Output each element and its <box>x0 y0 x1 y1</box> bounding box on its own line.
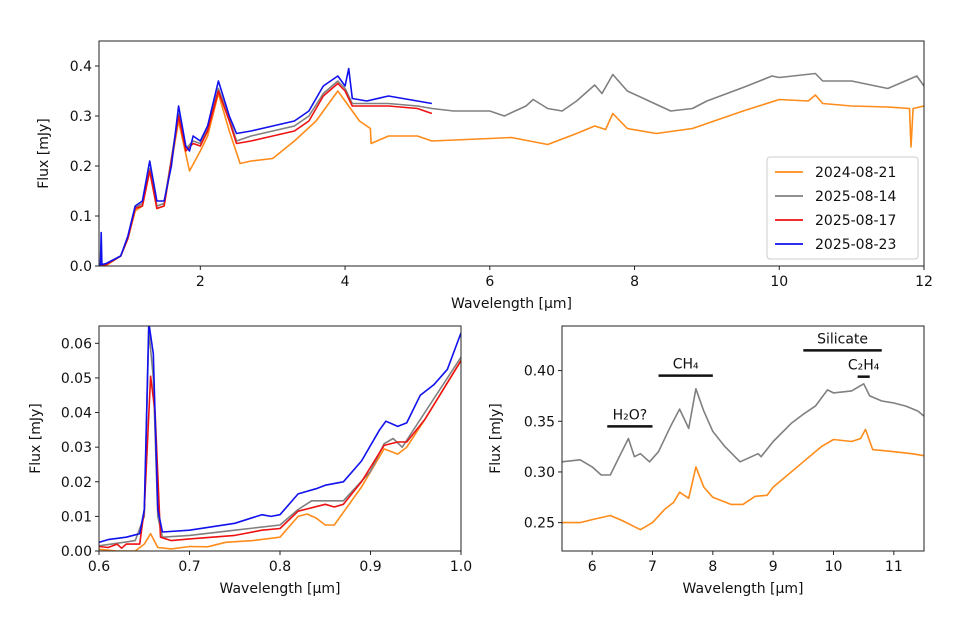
x-tick-label: 1.0 <box>450 559 472 575</box>
series-group <box>562 383 924 531</box>
series-line-2025-08-17 <box>99 82 433 266</box>
y-tick-label: 0.06 <box>61 336 92 352</box>
y-tick-label: 0.00 <box>61 544 92 560</box>
y-tick-label: 0.3 <box>70 109 92 125</box>
x-tick-label: 7 <box>648 559 657 575</box>
axes-frame <box>98 40 925 267</box>
axes-frame <box>561 325 925 552</box>
legend: 2024-08-21 2025-08-14 2025-08-17 2025-08-23 <box>766 156 919 260</box>
y-tick-label: 0.01 <box>61 509 92 525</box>
y-axis-label: Flux [mJy] <box>28 403 44 474</box>
panel-2: 0.6 0.7 0.8 0.9 1.0 0.00 0.01 0.02 0.03 0.04 0.05 0… <box>28 325 472 597</box>
series-line-2025-08-14 <box>562 383 924 476</box>
panel-1: 2 4 6 8 10 12 0.0 0.1 0.2 0.3 0.4 Wavelength [μm] Fl… <box>36 40 933 312</box>
y-tick-label: 0.40 <box>524 364 555 380</box>
series-line-2024-08-21 <box>562 428 924 531</box>
annotation-label: H₂O? <box>613 407 648 423</box>
y-tick-label: 0.2 <box>70 159 92 175</box>
y-axis-label: Flux [mJy] <box>36 118 52 189</box>
series-line-2025-08-23 <box>99 67 433 266</box>
y-tick-label: 0.35 <box>524 414 555 430</box>
y-tick-label: 0.04 <box>61 406 92 422</box>
annotation-label: CH₄ <box>673 357 699 373</box>
y-axis-label: Flux [mJy] <box>488 403 504 474</box>
annotation-label: Silicate <box>817 331 868 347</box>
x-axis-label: Wavelength [μm] <box>451 296 572 312</box>
x-tick-label: 0.7 <box>178 559 200 575</box>
y-tick-label: 0.25 <box>524 516 555 532</box>
x-tick-label: 4 <box>341 274 350 290</box>
y-tick-label: 0.4 <box>70 59 92 75</box>
x-tick-label: 8 <box>630 274 639 290</box>
x-tick-label: 10 <box>770 274 788 290</box>
series-line-2025-08-23 <box>99 326 461 544</box>
legend-box <box>766 156 919 260</box>
y-tick-label: 0.05 <box>61 371 92 387</box>
legend-label: 2025-08-14 <box>815 189 896 205</box>
series-group <box>99 67 924 266</box>
series-line-2025-08-17 <box>99 360 461 549</box>
x-tick-label: 0.9 <box>359 559 381 575</box>
x-tick-label: 9 <box>769 559 778 575</box>
x-tick-label: 10 <box>825 559 843 575</box>
y-tick-label: 0.1 <box>70 209 92 225</box>
y-tick-label: 0.0 <box>70 259 92 275</box>
x-axis-label: Wavelength [μm] <box>220 581 341 597</box>
x-axis-label: Wavelength [μm] <box>683 581 804 597</box>
x-tick-label: 12 <box>915 274 933 290</box>
series-line-2024-08-21 <box>99 360 461 551</box>
x-tick-label: 6 <box>588 559 597 575</box>
panel-3: 6 7 8 9 10 11 0.25 0.30 0.35 0.40 Wavelength [μm] F… <box>488 325 925 597</box>
x-tick-label: 0.6 <box>88 559 110 575</box>
x-tick-label: 11 <box>885 559 903 575</box>
y-tick-label: 0.02 <box>61 475 92 491</box>
x-tick-label: 6 <box>485 274 494 290</box>
x-tick-label: 8 <box>708 559 717 575</box>
legend-label: 2024-08-21 <box>815 165 896 181</box>
x-tick-label: 0.8 <box>269 559 291 575</box>
annotation-label: C₂H₄ <box>848 358 880 374</box>
x-tick-label: 2 <box>196 274 205 290</box>
y-tick-label: 0.30 <box>524 465 555 481</box>
legend-label: 2025-08-23 <box>815 237 896 253</box>
legend-label: 2025-08-17 <box>815 213 896 229</box>
y-tick-label: 0.03 <box>61 440 92 456</box>
series-group <box>99 326 461 551</box>
